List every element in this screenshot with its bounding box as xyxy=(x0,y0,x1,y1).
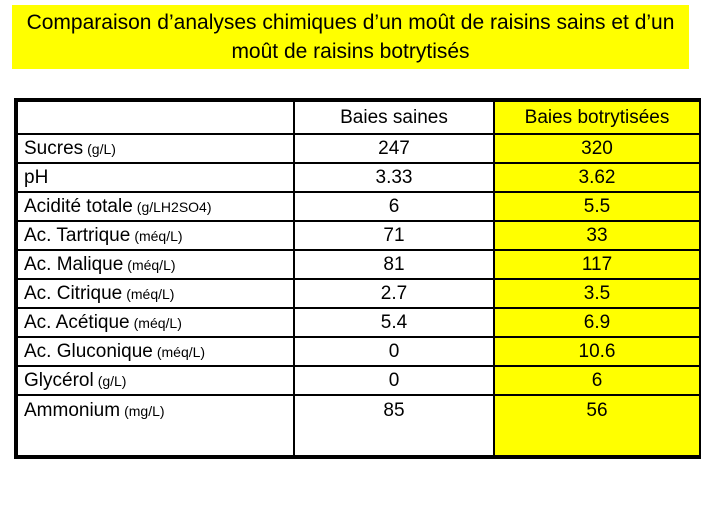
column-header-botrytisees: Baies botrytisées xyxy=(493,100,701,135)
row-unit: (mg/L) xyxy=(124,403,165,419)
value-saines: 71 xyxy=(293,220,495,251)
value-botrytisees: 56 xyxy=(493,394,701,457)
value-botrytisees: 320 xyxy=(493,133,701,164)
row-unit: (méq/L) xyxy=(156,343,206,360)
table-row: Ac. Malique (méq/L) 81 117 xyxy=(16,249,701,280)
value-botrytisees: 6 xyxy=(493,365,701,396)
row-unit: (méq/L) xyxy=(127,256,176,273)
value-saines: 85 xyxy=(293,394,495,457)
row-label: Ammonium xyxy=(24,400,121,421)
value-botrytisees: 117 xyxy=(493,249,701,280)
row-label: Sucres xyxy=(24,137,84,159)
table-row: Acidité totale (g/LH2SO4) 6 5.5 xyxy=(16,191,701,222)
value-botrytisees: 6.9 xyxy=(493,307,701,338)
value-botrytisees: 33 xyxy=(493,220,701,251)
row-label: Acidité totale xyxy=(24,195,133,217)
value-botrytisees: 5.5 xyxy=(493,191,701,222)
table-row: Sucres (g/L) 247 320 xyxy=(16,133,701,164)
row-unit: (méq/L) xyxy=(133,314,182,331)
table-row: pH 3.33 3.62 xyxy=(16,162,701,193)
value-saines: 247 xyxy=(293,133,495,164)
row-label: Glycérol xyxy=(24,369,94,391)
analysis-table: Baies saines Baies botrytisées Sucres (g/… xyxy=(16,100,701,457)
slide-title: Comparaison d’analyses chimiques d’un mo… xyxy=(12,5,689,69)
row-label: Ac. Acétique xyxy=(24,311,130,333)
row-unit: (g/L) xyxy=(97,372,127,389)
column-header-saines: Baies saines xyxy=(293,100,495,135)
value-botrytisees: 10.6 xyxy=(493,336,701,367)
value-saines: 3.33 xyxy=(293,162,495,193)
table-row: Ac. Tartrique (méq/L) 71 33 xyxy=(16,220,701,251)
row-label: Ac. Citrique xyxy=(24,282,123,304)
value-saines: 81 xyxy=(293,249,495,280)
row-unit: (g/L) xyxy=(87,140,116,157)
value-saines: 2.7 xyxy=(293,278,495,309)
row-unit: (méq/L) xyxy=(134,227,183,244)
value-saines: 0 xyxy=(293,336,495,367)
header-row: Baies saines Baies botrytisées xyxy=(16,100,701,135)
table-row: Ac. Acétique (méq/L) 5.4 6.9 xyxy=(16,307,701,338)
table-row: Glycérol (g/L) 0 6 xyxy=(16,365,701,396)
row-unit: (méq/L) xyxy=(126,285,175,302)
value-saines: 6 xyxy=(293,191,495,222)
row-label: Ac. Gluconique xyxy=(24,340,153,362)
row-unit: (g/LH2SO4) xyxy=(136,198,212,215)
row-label: Ac. Malique xyxy=(24,253,124,275)
value-saines: 0 xyxy=(293,365,495,396)
value-botrytisees: 3.62 xyxy=(493,162,701,193)
row-label: pH xyxy=(24,166,49,188)
table-row: Ammonium (mg/L) 85 56 xyxy=(16,394,701,457)
table-row: Ac. Citrique (méq/L) 2.7 3.5 xyxy=(16,278,701,309)
table-row: Ac. Gluconique (méq/L) 0 10.6 xyxy=(16,336,701,367)
value-botrytisees: 3.5 xyxy=(493,278,701,309)
analysis-table-container: Baies saines Baies botrytisées Sucres (g/… xyxy=(14,98,701,459)
value-saines: 5.4 xyxy=(293,307,495,338)
row-label: Ac. Tartrique xyxy=(24,224,131,246)
corner-cell xyxy=(16,100,295,135)
